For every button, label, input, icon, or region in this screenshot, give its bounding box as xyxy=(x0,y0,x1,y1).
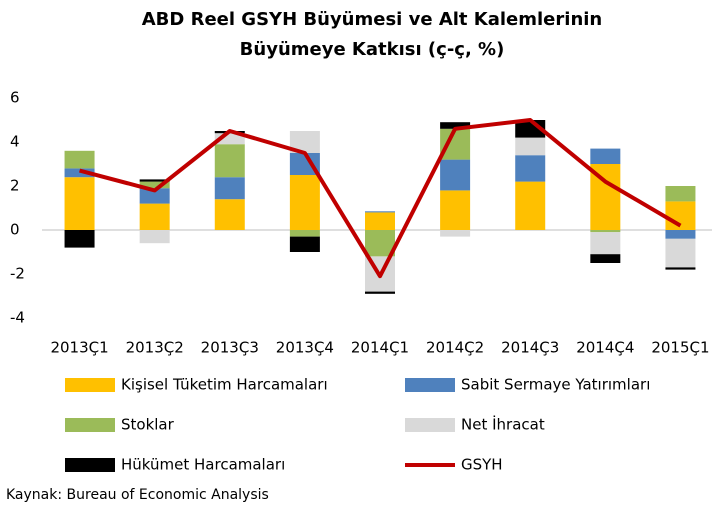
legend-label: Net İhracat xyxy=(461,415,545,434)
bar xyxy=(665,238,696,268)
legend-swatch xyxy=(65,458,115,472)
x-tick-label: 2014Ç4 xyxy=(576,339,634,357)
legend-swatch xyxy=(65,418,115,432)
bar xyxy=(665,201,696,230)
x-tick-label: 2014Ç1 xyxy=(351,339,409,357)
bar xyxy=(289,175,320,230)
y-tick-label: 0 xyxy=(10,221,20,239)
x-tick-label: 2013Ç1 xyxy=(50,339,108,357)
bar xyxy=(665,267,696,270)
legend-swatch xyxy=(405,378,455,392)
bar xyxy=(139,203,170,230)
bar xyxy=(515,155,546,182)
x-tick-label: 2014Ç3 xyxy=(501,339,559,357)
bar xyxy=(365,230,395,257)
y-tick-label: 6 xyxy=(10,89,20,107)
bar xyxy=(665,230,696,239)
bar xyxy=(139,188,170,204)
bar xyxy=(590,254,621,263)
x-tick-label: 2013Ç4 xyxy=(276,339,334,357)
x-tick-label: 2013Ç2 xyxy=(126,339,184,357)
bar xyxy=(64,177,95,230)
bar xyxy=(139,179,170,182)
legend-label: GSYH xyxy=(461,456,503,474)
bar xyxy=(64,150,95,169)
legend-label: Sabit Sermaye Yatırımları xyxy=(461,376,650,394)
x-tick-label: 2014Ç2 xyxy=(426,339,484,357)
legend-label: Stoklar xyxy=(121,416,175,434)
bar xyxy=(289,236,320,252)
bar xyxy=(139,230,170,244)
bar xyxy=(289,230,320,237)
bar xyxy=(665,186,696,202)
bar xyxy=(440,128,471,160)
bar xyxy=(590,230,621,233)
bar xyxy=(289,131,320,153)
bar xyxy=(365,211,395,213)
y-tick-label: -2 xyxy=(10,265,25,283)
bar xyxy=(440,190,471,230)
bar xyxy=(214,133,245,145)
bar xyxy=(139,181,170,189)
bar xyxy=(64,168,95,178)
bar xyxy=(440,159,471,191)
bar xyxy=(365,291,395,294)
bar xyxy=(515,137,546,156)
legend-label: Kişisel Tüketim Harcamaları xyxy=(121,376,328,394)
bar xyxy=(214,199,245,230)
bar xyxy=(365,212,395,230)
bar xyxy=(214,177,245,200)
bar xyxy=(64,230,95,248)
bar xyxy=(515,181,546,230)
y-tick-label: 4 xyxy=(10,133,20,151)
x-tick-label: 2013Ç3 xyxy=(201,339,259,357)
legend-swatch xyxy=(405,418,455,432)
bar xyxy=(440,230,471,237)
bar xyxy=(214,144,245,178)
legend-swatch xyxy=(65,378,115,392)
bar xyxy=(590,232,621,255)
legend-label: Hükümet Harcamaları xyxy=(121,456,285,474)
chart-title: ABD Reel GSYH Büyümesi ve Alt Kalemlerin… xyxy=(142,9,603,30)
bar xyxy=(289,153,320,175)
bar xyxy=(590,148,621,164)
chart-title: Büyümeye Katkısı (ç-ç, %) xyxy=(240,39,505,60)
source: Kaynak: Bureau of Economic Analysis xyxy=(6,487,269,503)
y-tick-label: 2 xyxy=(10,177,20,195)
x-tick-label: 2015Ç1 xyxy=(651,339,709,357)
line xyxy=(79,118,682,279)
y-tick-label: -4 xyxy=(10,309,25,327)
bar xyxy=(440,122,471,129)
